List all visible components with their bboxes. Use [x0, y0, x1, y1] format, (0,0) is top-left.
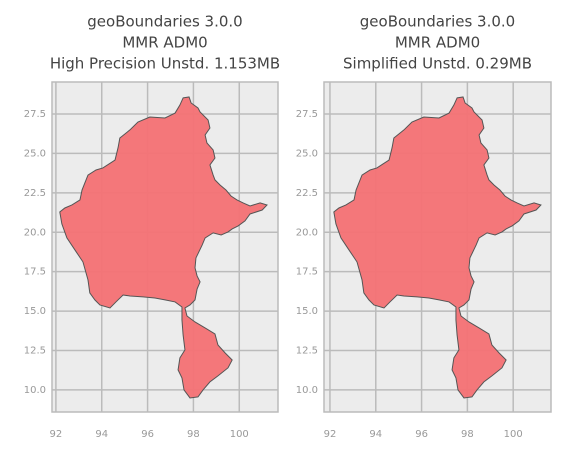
y-tick-label: 20.0 — [24, 227, 46, 238]
y-tick-label: 10.0 — [296, 385, 318, 396]
x-tick-label: 92 — [324, 429, 337, 440]
y-tick-label: 27.5 — [24, 109, 46, 120]
chart-title: geoBoundaries 3.0.0 — [87, 13, 242, 31]
y-tick-label: 25.0 — [296, 148, 318, 159]
x-tick-label: 96 — [141, 429, 154, 440]
x-tick-label: 94 — [369, 429, 382, 440]
y-tick-label: 20.0 — [296, 227, 318, 238]
x-tick-label: 98 — [461, 429, 474, 440]
chart-title: High Precision Unstd. 1.153MB — [50, 55, 280, 73]
y-tick-label: 27.5 — [296, 109, 318, 120]
x-tick-label: 94 — [95, 429, 108, 440]
y-tick-label: 15.0 — [24, 306, 46, 317]
x-tick-label: 100 — [504, 429, 523, 440]
x-tick-label: 98 — [187, 429, 200, 440]
country-shape — [333, 96, 542, 399]
y-tick-label: 12.5 — [24, 346, 46, 357]
y-tick-label: 17.5 — [24, 267, 46, 278]
y-tick-label: 17.5 — [296, 267, 318, 278]
chart-title: Simplified Unstd. 0.29MB — [343, 55, 532, 73]
y-tick-label: 22.5 — [24, 188, 46, 199]
country-shape — [59, 96, 268, 399]
x-tick-label: 96 — [415, 429, 428, 440]
chart-title: MMR ADM0 — [395, 34, 480, 52]
y-tick-label: 25.0 — [24, 148, 46, 159]
y-tick-label: 12.5 — [296, 346, 318, 357]
chart-title: MMR ADM0 — [122, 34, 207, 52]
y-tick-label: 10.0 — [24, 385, 46, 396]
y-tick-label: 22.5 — [296, 188, 318, 199]
x-tick-label: 100 — [230, 429, 249, 440]
y-tick-label: 15.0 — [296, 306, 318, 317]
x-tick-label: 92 — [50, 429, 63, 440]
chart-title: geoBoundaries 3.0.0 — [360, 13, 515, 31]
